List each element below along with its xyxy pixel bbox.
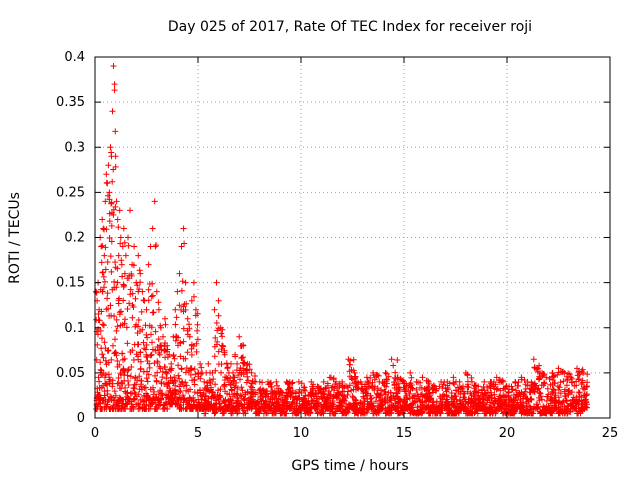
- x-tick-label: 5: [194, 426, 202, 441]
- x-tick-label: 10: [293, 426, 310, 441]
- y-tick-label: 0.1: [64, 321, 85, 336]
- x-tick-label: 20: [499, 426, 516, 441]
- y-axis-label: ROTI / TECUs: [7, 192, 23, 284]
- axis-ticks: [94, 56, 611, 419]
- x-axis-label: GPS time / hours: [291, 458, 408, 474]
- y-tick-label: 0: [77, 411, 85, 426]
- grid-lines: [95, 57, 610, 418]
- y-tick-label: 0.3: [64, 140, 85, 155]
- y-tick-label: 0.25: [56, 185, 85, 200]
- y-tick-label: 0.35: [56, 95, 85, 110]
- y-tick-label: 0.05: [56, 366, 85, 381]
- data-points: [93, 63, 591, 417]
- y-tick-label: 0.2: [64, 231, 85, 246]
- x-tick-label: 25: [602, 426, 619, 441]
- x-tick-labels: 0 5 10 15 20 25: [91, 426, 618, 441]
- x-tick-label: 15: [396, 426, 413, 441]
- chart-title: Day 025 of 2017, Rate Of TEC Index for r…: [168, 19, 532, 35]
- x-tick-label: 0: [91, 426, 99, 441]
- y-tick-labels: 0 0.05 0.1 0.15 0.2 0.25 0.3 0.35 0.4: [56, 50, 85, 426]
- y-tick-label: 0.4: [64, 50, 85, 65]
- y-tick-label: 0.15: [56, 276, 85, 291]
- roti-series-markers: [93, 63, 591, 417]
